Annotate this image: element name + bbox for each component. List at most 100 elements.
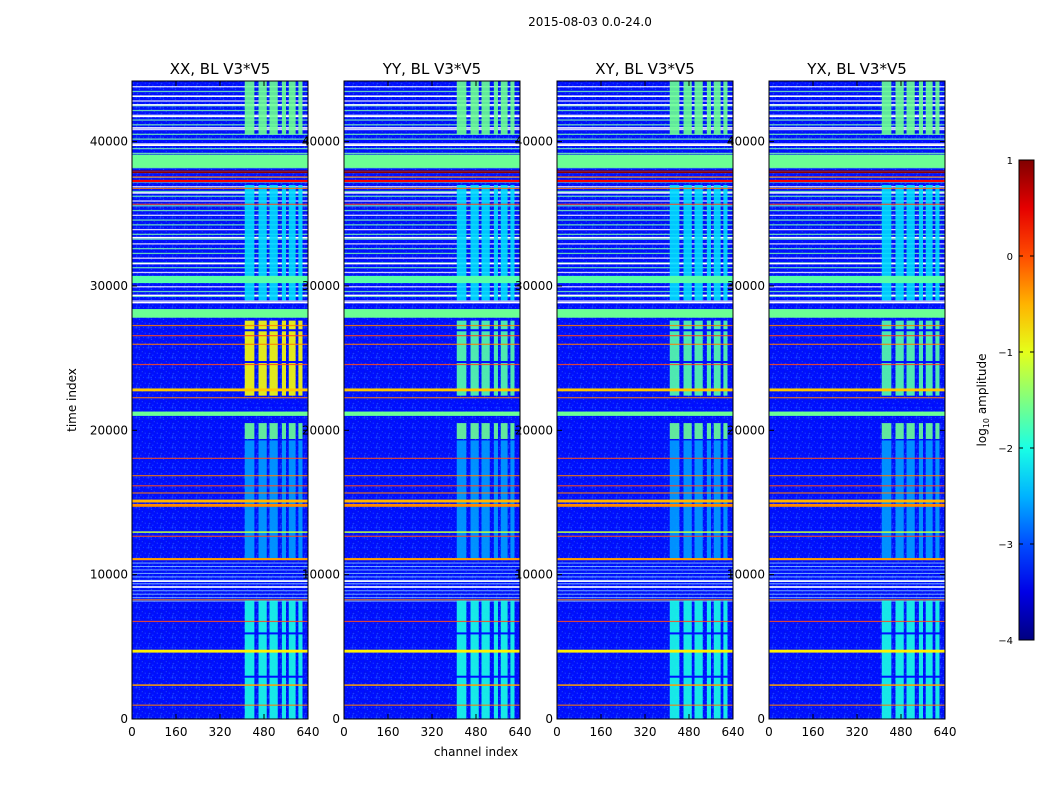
stripe-line: [344, 100, 520, 102]
y-tick-label: 0: [757, 712, 765, 726]
stripe-line: [769, 569, 945, 571]
rfi-gap: [242, 361, 306, 364]
flag-line: [769, 127, 945, 129]
stripe-line: [769, 109, 945, 112]
colorbar-tick-label: 0: [1007, 252, 1013, 263]
stripe-line: [769, 195, 945, 197]
stripe-line: [132, 138, 308, 140]
rfi-block: [683, 184, 692, 301]
time-band: [132, 411, 308, 416]
rfi-block: [925, 320, 933, 396]
time-band: [132, 309, 308, 318]
rfi-block: [694, 423, 703, 439]
x-tick-label: 640: [722, 725, 745, 739]
stripe-line: [557, 579, 733, 581]
time-band: [344, 503, 520, 507]
rfi-block: [713, 423, 721, 439]
stripe-line: [132, 152, 308, 155]
rfi-line: [344, 397, 520, 399]
y-tick-label: 10000: [302, 568, 340, 582]
stripe-line: [769, 286, 945, 288]
flag-line: [132, 144, 308, 147]
stripe-line: [557, 583, 733, 585]
rfi-block: [288, 81, 296, 135]
time-band: [132, 649, 308, 653]
stripe-line: [769, 186, 945, 188]
rfi-line: [344, 363, 520, 366]
stripe-line: [344, 576, 520, 578]
rfi-block: [470, 81, 479, 135]
y-tick-label: 30000: [515, 279, 553, 293]
rfi-block: [269, 600, 278, 719]
panel-xx: XX, BL V3*V5 0 160 320 480 640 0 10000 20000 3000…: [90, 60, 320, 739]
rfi-line: [769, 535, 945, 537]
stripe-line: [769, 579, 945, 581]
rfi-block: [895, 600, 904, 719]
rfi-gap: [454, 329, 518, 332]
flag-line: [557, 192, 733, 194]
time-band: [344, 499, 520, 503]
rfi-line: [557, 343, 733, 345]
stripe-line: [344, 267, 520, 269]
flag-line: [769, 586, 945, 588]
rfi-block: [669, 320, 680, 396]
time-band: [344, 411, 520, 416]
stripe-line: [769, 562, 945, 564]
stripe-line: [132, 286, 308, 288]
flag-line: [132, 580, 308, 582]
stripe-line: [132, 214, 308, 216]
stripe-line: [769, 243, 945, 245]
x-tick-label: 640: [297, 725, 320, 739]
rfi-block: [906, 320, 915, 396]
stripe-line: [557, 243, 733, 245]
stripe-line: [344, 300, 520, 302]
stripe-line: [344, 152, 520, 155]
stripe-line: [557, 190, 733, 193]
stripe-line: [557, 295, 733, 297]
time-band: [769, 411, 945, 416]
stripe-line: [344, 195, 520, 197]
flag-line: [344, 580, 520, 582]
flag-line: [769, 104, 945, 106]
flag-line: [132, 104, 308, 106]
time-band: [769, 179, 945, 183]
time-band: [769, 309, 945, 318]
stripe-line: [769, 576, 945, 578]
rfi-block: [723, 320, 728, 396]
rfi-block: [683, 600, 692, 719]
stripe-line: [344, 114, 520, 116]
rfi-line: [769, 171, 945, 174]
stripe-line: [769, 271, 945, 274]
rfi-block: [493, 423, 498, 439]
time-band: [344, 154, 520, 168]
flag-line: [769, 236, 945, 239]
rfi-line: [557, 485, 733, 487]
flag-line: [557, 294, 733, 297]
rfi-block: [244, 184, 255, 301]
stripe-line: [557, 267, 733, 269]
stripe-line: [557, 600, 733, 602]
stripe-line: [557, 195, 733, 197]
stripe-line: [557, 214, 733, 216]
rfi-block: [881, 320, 892, 396]
stripe-line: [557, 569, 733, 571]
stripe-line: [344, 562, 520, 564]
y-tick-label: 0: [332, 712, 340, 726]
rfi-block: [918, 423, 923, 439]
rfi-block: [493, 184, 498, 301]
time-band: [132, 503, 308, 507]
stripe-line: [769, 152, 945, 155]
stripe-line: [557, 228, 733, 231]
rfi-block: [723, 423, 728, 439]
rfi-block: [694, 81, 703, 135]
rfi-block: [706, 81, 711, 135]
stripe-line: [132, 583, 308, 585]
stripe-line: [132, 109, 308, 112]
y-tick-label: 10000: [515, 568, 553, 582]
stripe-line: [132, 267, 308, 269]
stripe-line: [557, 233, 733, 236]
stripe-line: [557, 109, 733, 112]
rfi-line: [557, 203, 733, 205]
time-band: [557, 503, 733, 507]
x-tick-label: 0: [553, 725, 561, 739]
